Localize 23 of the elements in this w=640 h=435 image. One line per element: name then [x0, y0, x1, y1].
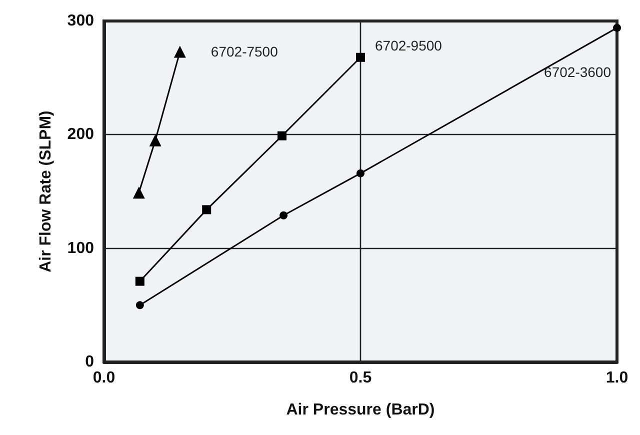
point [280, 211, 288, 220]
point [613, 24, 621, 32]
x-tick-label: 0.5 [349, 370, 372, 386]
point [356, 52, 365, 62]
y-tick-label: 300 [67, 12, 94, 30]
point [202, 205, 212, 214]
y-tick-label: 100 [67, 240, 94, 257]
point [136, 301, 144, 310]
series-label: 6702-3600 [544, 64, 612, 80]
point [278, 131, 287, 140]
x-tick-label: 1.0 [606, 370, 628, 386]
point [149, 134, 162, 146]
series-label: 6702-9500 [375, 37, 442, 54]
y-tick-label: 0 [85, 354, 94, 370]
series-label: 6702-7500 [210, 44, 278, 60]
point [132, 186, 145, 199]
point [135, 276, 144, 286]
x-tick-label: 0.0 [92, 370, 116, 386]
point [174, 46, 186, 58]
x-axis-title: Air Pressure (BarD) [286, 402, 435, 418]
y-tick-label: 200 [67, 126, 94, 144]
y-axis-title: Air Flow Rate (SLPM) [38, 110, 54, 272]
point [356, 169, 364, 178]
